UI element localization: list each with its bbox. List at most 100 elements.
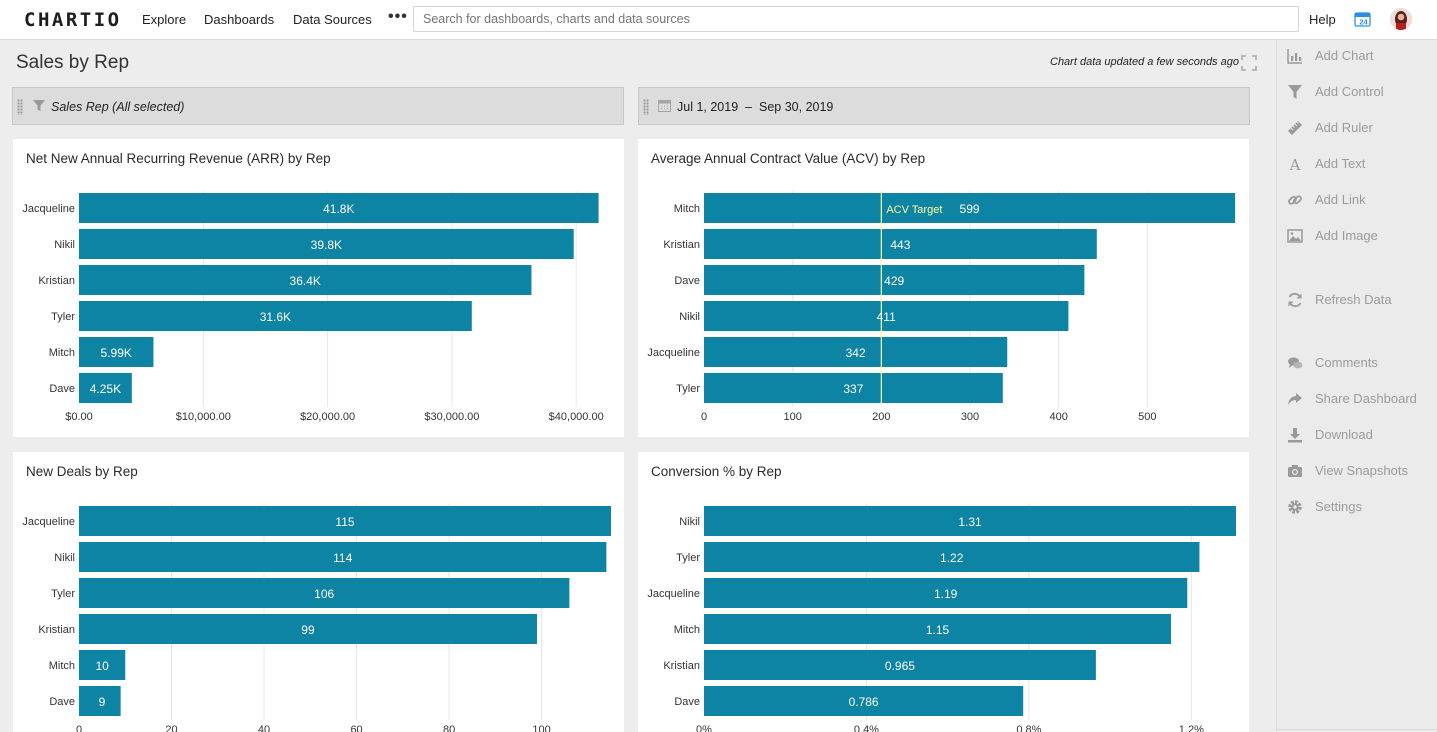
arr-bar-chart[interactable]: Jacqueline 41.8K Nikil 39.8K Kristian 36.4K Ty… (13, 139, 624, 437)
help-link[interactable]: Help (1309, 12, 1336, 27)
add-link-button[interactable]: Add Link (1287, 190, 1437, 210)
calendar-badge-text: 24 (1359, 18, 1368, 27)
add-text-button[interactable]: A Add Text (1287, 154, 1437, 174)
text-icon: A (1289, 156, 1301, 172)
bar[interactable] (704, 650, 1096, 680)
bar[interactable] (79, 686, 121, 716)
download-icon (1288, 428, 1302, 443)
sidebar-item-label: Share Dashboard (1315, 391, 1417, 406)
download-button[interactable]: Download (1287, 425, 1437, 445)
bar[interactable] (704, 265, 1085, 295)
acv-bar-chart[interactable]: Mitch 599 Kristian 443 Dave 429 Nikil 411 Jacque… (638, 139, 1249, 437)
category-label: Dave (49, 383, 75, 395)
chartio-logo[interactable]: CHARTIO (24, 9, 122, 31)
value-label: 41.8K (323, 202, 354, 216)
bar[interactable] (79, 265, 532, 295)
category-label: Nikil (679, 311, 700, 323)
bar[interactable] (79, 542, 607, 572)
value-label: 337 (843, 382, 863, 396)
sidebar-item-label: Add Link (1315, 192, 1366, 207)
bar[interactable] (704, 301, 1069, 331)
value-label: 342 (846, 346, 866, 360)
sidebar-divider (1277, 729, 1437, 730)
x-tick-label: 0 (701, 411, 707, 423)
nav-dashboards[interactable]: Dashboards (204, 12, 275, 27)
x-tick-label: $10,000.00 (176, 411, 231, 423)
category-label: Kristian (38, 624, 75, 636)
drag-handle-icon[interactable] (643, 99, 649, 115)
category-label: Jacqueline (22, 516, 75, 528)
bar[interactable] (79, 650, 126, 680)
sidebar-item-label: Add Ruler (1315, 120, 1373, 135)
value-label: 429 (884, 274, 904, 288)
category-label: Tyler (676, 383, 700, 395)
fullscreen-icon[interactable] (1241, 55, 1257, 71)
x-tick-label: 60 (350, 724, 362, 732)
conversion-bar-chart[interactable]: Nikil 1.31 Tyler 1.22 Jacqueline 1.19 Mitch 1.1… (638, 452, 1249, 732)
nav-explore[interactable]: Explore (142, 12, 187, 27)
bar-chart-icon (1287, 49, 1302, 64)
sales-rep-filter[interactable]: Sales Rep (All selected) (12, 87, 624, 125)
x-tick-label: 20 (165, 724, 177, 732)
value-label: 599 (960, 202, 980, 216)
bar[interactable] (79, 337, 154, 367)
add-image-button[interactable]: Add Image (1287, 226, 1437, 246)
bar[interactable] (79, 506, 611, 536)
category-label: Nikil (679, 516, 700, 528)
bar[interactable] (704, 686, 1024, 716)
category-label: Jacqueline (647, 347, 700, 359)
x-tick-label: 0.8% (1016, 724, 1041, 732)
more-menu-button[interactable]: ••• (388, 8, 408, 25)
sidebar-item-label: Add Text (1315, 156, 1366, 171)
value-label: 106 (314, 587, 334, 601)
comments-button[interactable]: Comments (1287, 353, 1437, 373)
view-snapshots-button[interactable]: View Snapshots (1287, 461, 1437, 481)
bar[interactable] (79, 229, 574, 259)
sidebar-item-label: Refresh Data (1315, 292, 1392, 307)
refresh-data-button[interactable]: Refresh Data (1287, 290, 1437, 310)
value-label: 443 (890, 238, 910, 252)
value-label: 99 (301, 623, 315, 637)
bar[interactable] (79, 614, 537, 644)
bar[interactable] (79, 301, 472, 331)
category-label: Kristian (663, 660, 700, 672)
bar[interactable] (704, 578, 1188, 608)
x-tick-label: 100 (532, 724, 550, 732)
bar[interactable] (79, 578, 570, 608)
settings-button[interactable]: Settings (1287, 497, 1437, 517)
value-label: 10 (95, 659, 109, 673)
bar[interactable] (704, 337, 1008, 367)
calendar-icon (658, 100, 671, 112)
calendar-icon[interactable]: 24 (1354, 10, 1372, 28)
nav-data-sources[interactable]: Data Sources (293, 12, 372, 27)
bar[interactable] (704, 229, 1097, 259)
bar[interactable] (704, 542, 1200, 572)
new-deals-chart-card: New Deals by Rep Jacqueline 115 Nikil 114 Ty… (13, 452, 624, 732)
add-ruler-button[interactable]: Add Ruler (1287, 118, 1437, 138)
new-deals-bar-chart[interactable]: Jacqueline 115 Nikil 114 Tyler 106 Kristian 99 M… (13, 452, 624, 732)
bar[interactable] (704, 506, 1236, 536)
bar[interactable] (704, 193, 1236, 223)
add-chart-button[interactable]: Add Chart (1287, 46, 1437, 66)
bar[interactable] (79, 193, 599, 223)
image-icon (1287, 229, 1303, 243)
date-range-filter[interactable]: Jul 1, 2019 – Sep 30, 2019 (638, 87, 1250, 125)
category-label: Tyler (676, 552, 700, 564)
x-tick-label: $20,000.00 (300, 411, 355, 423)
link-icon (1288, 195, 1302, 205)
value-label: 411 (877, 310, 896, 324)
add-control-button[interactable]: Add Control (1287, 82, 1437, 102)
date-range-label: Jul 1, 2019 – Sep 30, 2019 (677, 100, 834, 114)
search-input[interactable] (413, 6, 1299, 32)
bar[interactable] (704, 373, 1003, 403)
bar[interactable] (704, 614, 1172, 644)
sidebar-item-label: View Snapshots (1315, 463, 1408, 478)
user-avatar[interactable] (1390, 8, 1412, 30)
share-dashboard-button[interactable]: Share Dashboard (1287, 389, 1437, 409)
sidebar-item-label: Settings (1315, 499, 1362, 514)
bar[interactable] (79, 373, 132, 403)
value-label: 1.22 (940, 551, 964, 565)
top-nav: CHARTIO Explore Dashboards Data Sources … (0, 0, 1437, 40)
x-tick-label: 200 (872, 411, 890, 423)
drag-handle-icon[interactable] (17, 99, 23, 115)
